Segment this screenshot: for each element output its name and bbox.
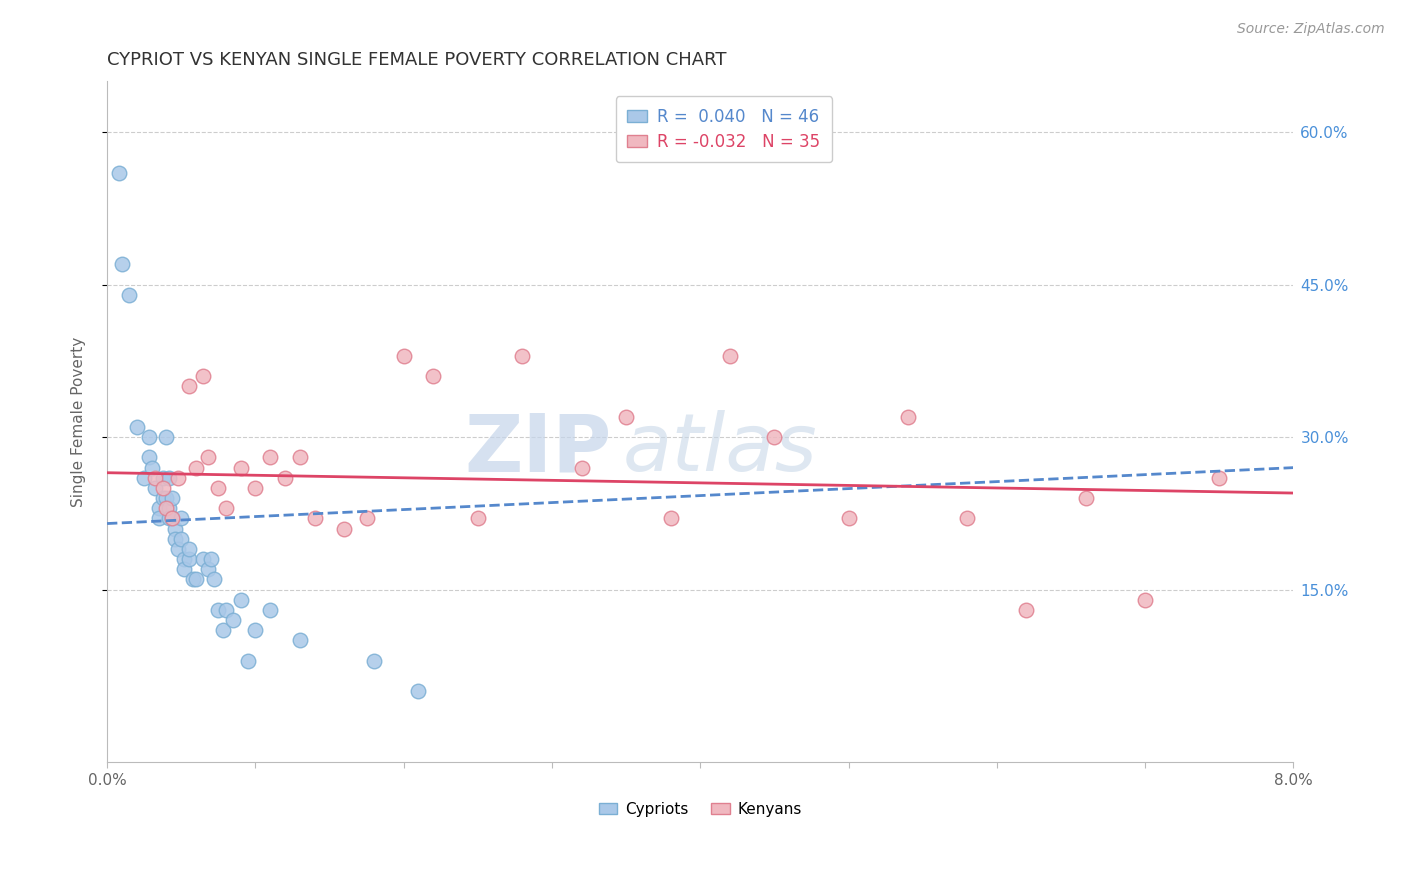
Point — [356, 511, 378, 525]
Text: CYPRIOT VS KENYAN SINGLE FEMALE POVERTY CORRELATION CHART: CYPRIOT VS KENYAN SINGLE FEMALE POVERTY … — [107, 51, 727, 69]
Point — [202, 573, 225, 587]
Point — [956, 511, 979, 525]
Point — [837, 511, 859, 525]
Text: atlas: atlas — [623, 410, 818, 488]
Point — [162, 511, 184, 525]
Point — [245, 624, 267, 638]
Point — [408, 684, 430, 698]
Point — [184, 573, 207, 587]
Point — [157, 501, 180, 516]
Point — [148, 501, 170, 516]
Point — [193, 552, 215, 566]
Point — [162, 491, 184, 505]
Point — [177, 541, 200, 556]
Point — [125, 420, 148, 434]
Point — [215, 603, 238, 617]
Point — [118, 288, 141, 302]
Point — [108, 166, 131, 180]
Point — [111, 257, 134, 271]
Point — [167, 541, 190, 556]
Point — [157, 471, 180, 485]
Point — [152, 481, 174, 495]
Point — [288, 450, 311, 465]
Point — [363, 654, 385, 668]
Point — [897, 409, 920, 424]
Point — [274, 471, 297, 485]
Point — [304, 511, 326, 525]
Point — [155, 491, 177, 505]
Legend: Cypriots, Kenyans: Cypriots, Kenyans — [593, 796, 807, 823]
Point — [138, 450, 160, 465]
Point — [1208, 471, 1230, 485]
Point — [229, 460, 252, 475]
Point — [148, 511, 170, 525]
Point — [614, 409, 637, 424]
Point — [173, 552, 195, 566]
Point — [1015, 603, 1038, 617]
Point — [200, 552, 222, 566]
Point — [197, 562, 219, 576]
Point — [207, 481, 229, 495]
Point — [211, 624, 233, 638]
Point — [236, 654, 259, 668]
Point — [659, 511, 682, 525]
Point — [333, 522, 356, 536]
Point — [152, 471, 174, 485]
Point — [422, 369, 444, 384]
Point — [259, 603, 281, 617]
Point — [138, 430, 160, 444]
Text: Source: ZipAtlas.com: Source: ZipAtlas.com — [1237, 22, 1385, 37]
Point — [184, 460, 207, 475]
Point — [222, 613, 245, 627]
Point — [181, 573, 204, 587]
Point — [1074, 491, 1097, 505]
Y-axis label: Single Female Poverty: Single Female Poverty — [72, 337, 86, 507]
Point — [1133, 592, 1156, 607]
Point — [162, 511, 184, 525]
Point — [259, 450, 281, 465]
Point — [141, 460, 163, 475]
Point — [157, 511, 180, 525]
Point — [245, 481, 267, 495]
Point — [143, 481, 166, 495]
Point — [467, 511, 489, 525]
Point — [215, 501, 238, 516]
Point — [152, 491, 174, 505]
Point — [229, 592, 252, 607]
Point — [167, 471, 190, 485]
Point — [143, 471, 166, 485]
Point — [173, 562, 195, 576]
Point — [165, 522, 187, 536]
Text: ZIP: ZIP — [464, 410, 612, 488]
Point — [155, 501, 177, 516]
Point — [177, 552, 200, 566]
Point — [392, 349, 415, 363]
Point — [170, 511, 193, 525]
Point — [718, 349, 741, 363]
Point — [763, 430, 786, 444]
Point — [510, 349, 533, 363]
Point — [197, 450, 219, 465]
Point — [170, 532, 193, 546]
Point — [177, 379, 200, 393]
Point — [134, 471, 156, 485]
Point — [165, 532, 187, 546]
Point — [193, 369, 215, 384]
Point — [288, 633, 311, 648]
Point — [155, 430, 177, 444]
Point — [207, 603, 229, 617]
Point — [571, 460, 593, 475]
